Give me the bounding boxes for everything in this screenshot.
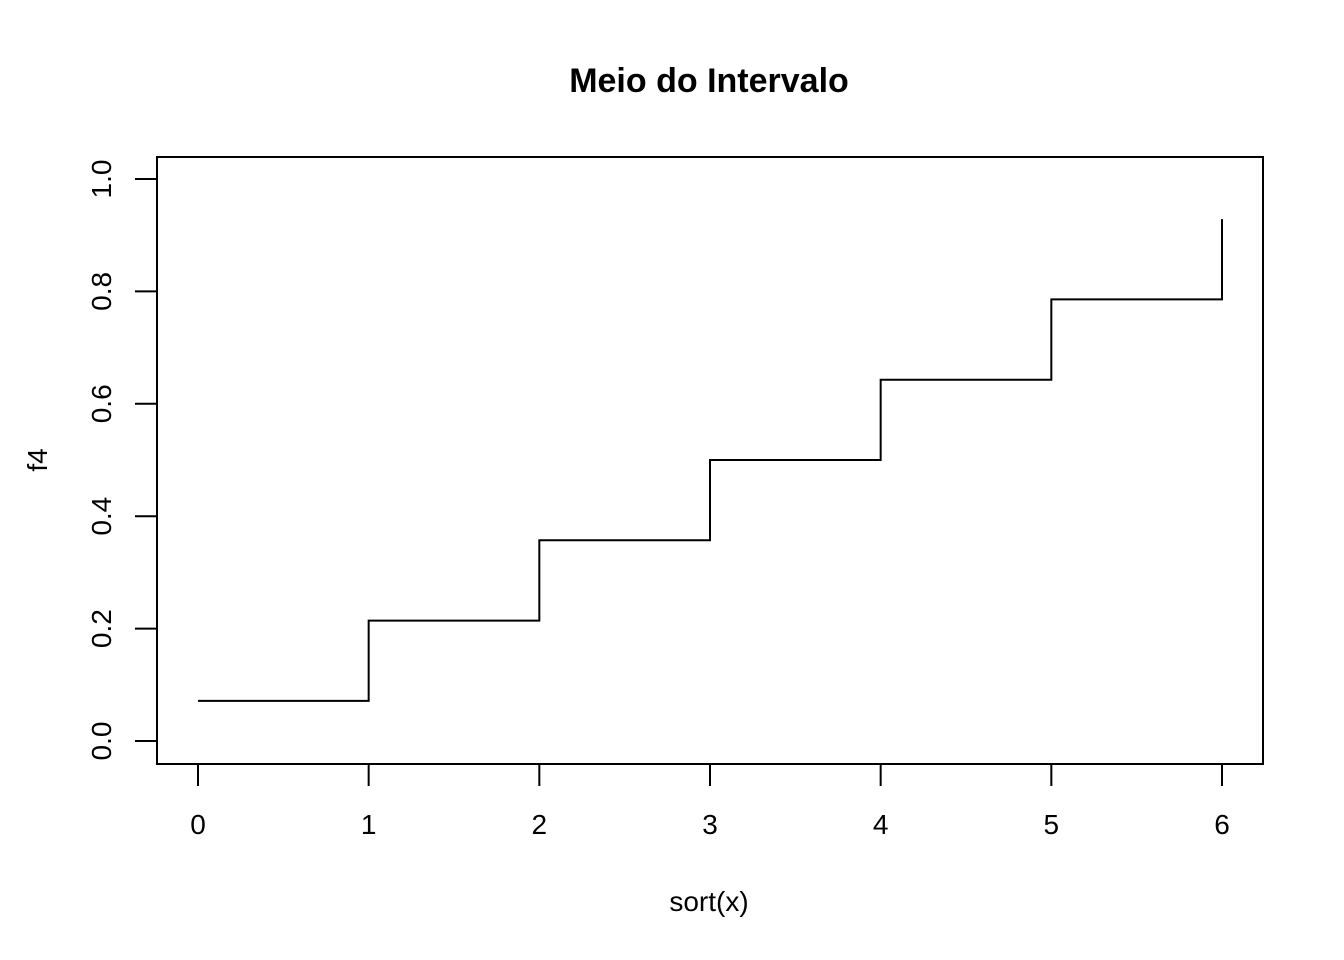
- data-series: [198, 219, 1223, 702]
- y-tick-label: 0.0: [86, 722, 117, 761]
- step-line: [198, 219, 1223, 702]
- x-axis: 0 1 2 3 4 5 6: [190, 763, 1230, 840]
- x-tick-label: 6: [1214, 809, 1230, 840]
- y-axis-label: f4: [22, 448, 53, 471]
- x-tick-label: 1: [361, 809, 377, 840]
- x-tick-label: 5: [1044, 809, 1060, 840]
- x-tick-label: 0: [190, 809, 206, 840]
- x-tick-label: 4: [873, 809, 889, 840]
- x-tick-label: 2: [532, 809, 548, 840]
- y-tick-label: 0.4: [86, 497, 117, 536]
- y-tick-label: 0.2: [86, 609, 117, 648]
- chart-title: Meio do Intervalo: [569, 62, 849, 100]
- x-tick-label: 3: [702, 809, 718, 840]
- y-tick-label: 0.8: [86, 272, 117, 311]
- x-axis-label: sort(x): [669, 886, 748, 917]
- y-axis: 0.0 0.2 0.4 0.6 0.8 1.0: [86, 160, 158, 761]
- y-tick-label: 0.6: [86, 384, 117, 423]
- y-tick-label: 1.0: [86, 160, 117, 199]
